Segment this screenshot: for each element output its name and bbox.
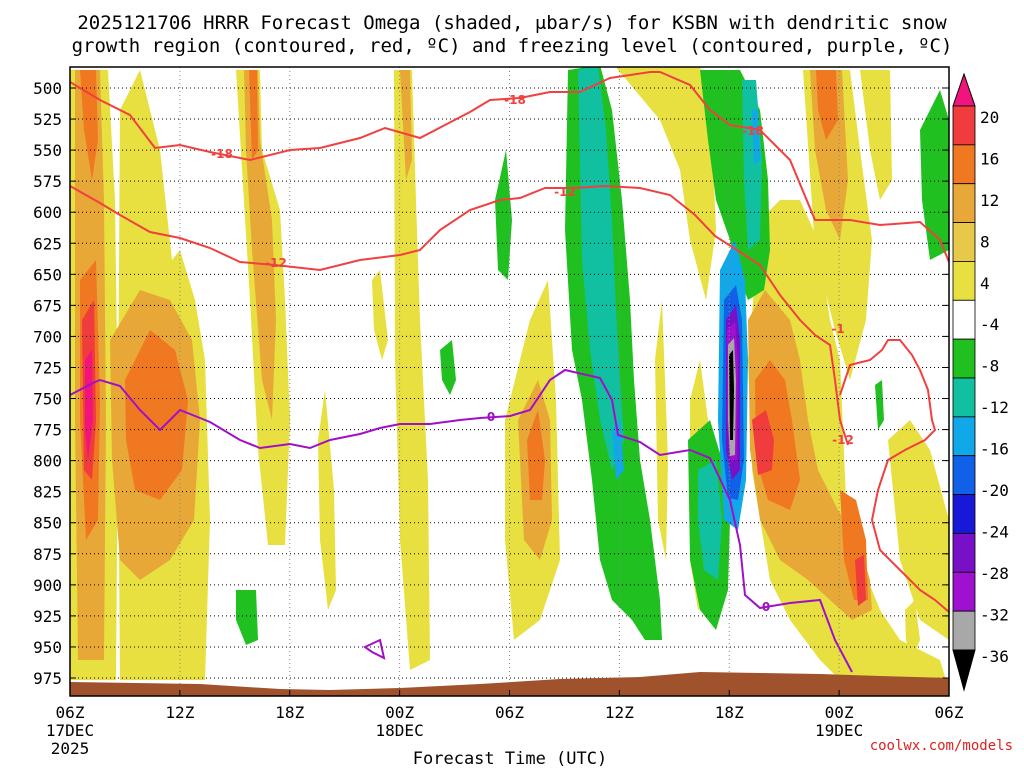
- y-tick-label: 925: [33, 607, 62, 626]
- x-tick-label: 06Z: [935, 703, 964, 722]
- colorbar-swatch: [952, 222, 976, 262]
- omega-shading-beyond-scale-sinking: [729, 350, 734, 440]
- y-tick-label: 975: [33, 669, 62, 688]
- contour-label-minus1: -1: [831, 322, 844, 336]
- y-tick-label: 800: [33, 452, 62, 471]
- y-tick-label: 775: [33, 421, 62, 440]
- colorbar-swatch: [952, 183, 976, 223]
- x-tick-label: 12Z: [165, 703, 194, 722]
- y-tick-label: 900: [33, 576, 62, 595]
- minus18-contour: [70, 71, 949, 263]
- colorbar-label: -32: [980, 605, 1009, 624]
- chart-title-line2: growth region (contoured, red, ºC) and f…: [72, 35, 953, 57]
- contour-label-minus18-a: -18: [504, 93, 526, 107]
- contour-label-zero-b: 0: [762, 600, 770, 614]
- colorbar-label: -12: [980, 398, 1009, 417]
- colorbar-swatch: [952, 533, 976, 573]
- plot-area: -18 -18 -18 -12 -12 -12 -1 0 0: [70, 67, 949, 696]
- y-tick-label: 850: [33, 514, 62, 533]
- y-tick-label: 700: [33, 327, 62, 346]
- x-tick-label: 18Z: [715, 703, 744, 722]
- time-gridlines: [179, 67, 840, 696]
- contour-label-minus18-c: -18: [211, 147, 233, 161]
- y-tick-label: 825: [33, 483, 62, 502]
- contour-label-minus12-c: -12: [832, 433, 854, 447]
- x-tick-year: 2025: [51, 739, 90, 758]
- colorbar-label: -36: [980, 647, 1009, 666]
- dendritic-growth-contours: [70, 71, 949, 613]
- pressure-gridlines: [70, 87, 949, 679]
- colorbar-label: 4: [980, 274, 990, 293]
- contour-label-minus12-a: -12: [554, 185, 576, 199]
- contour-label-minus12-b: -12: [265, 256, 287, 270]
- colorbar-bottom-arrow: [952, 649, 976, 692]
- x-tick-date: 19DEC: [815, 721, 863, 740]
- pressure-axis: 500 525 550 575 600 625 650 675 700 725 750 775 800 8…: [33, 79, 949, 688]
- colorbar-swatch: [952, 299, 976, 340]
- x-tick-date: 17DEC: [46, 721, 94, 740]
- colorbar-swatch: [952, 571, 976, 612]
- colorbar-swatch: [952, 416, 976, 457]
- colorbar-swatch: [952, 144, 976, 185]
- omega-shading-max-rising: [85, 350, 93, 460]
- x-tick-label: 00Z: [825, 703, 854, 722]
- colorbar-label: 8: [980, 232, 990, 251]
- chart-title-line1: 2025121706 HRRR Forecast Omega (shaded, …: [77, 12, 947, 34]
- y-tick-label: 550: [33, 141, 62, 160]
- colorbar-swatch: [952, 377, 976, 418]
- y-tick-label: 625: [33, 234, 62, 253]
- contour-label-minus18-b: -18: [742, 124, 764, 138]
- credit-text: coolwx.com/models: [870, 738, 1013, 754]
- y-tick-label: 950: [33, 638, 62, 657]
- minus12-contour: [70, 184, 849, 446]
- y-tick-label: 525: [33, 110, 62, 129]
- y-tick-label: 875: [33, 545, 62, 564]
- colorbar-label: -24: [980, 522, 1009, 541]
- colorbar-label: -8: [980, 357, 999, 376]
- x-axis-label: Forecast Time (UTC): [413, 749, 607, 768]
- y-tick-label: 725: [33, 358, 62, 377]
- colorbar-label: 20: [980, 108, 999, 127]
- x-tick-label: 18Z: [275, 703, 304, 722]
- colorbar-top-arrow: [952, 72, 976, 107]
- x-tick-label: 06Z: [495, 703, 524, 722]
- freezing-level-contour: [70, 368, 853, 673]
- minus12-contour-east: [839, 339, 949, 613]
- x-tick-label: 00Z: [385, 703, 414, 722]
- colorbar-swatch: [952, 261, 976, 301]
- y-tick-label: 675: [33, 296, 62, 315]
- colorbar-label: -16: [980, 440, 1009, 459]
- x-tick-date: 18DEC: [376, 721, 424, 740]
- colorbar-swatch: [952, 455, 976, 495]
- colorbar-label: 12: [980, 191, 999, 210]
- colorbar-swatch: [952, 494, 976, 534]
- y-tick-label: 750: [33, 390, 62, 409]
- contour-label-zero-a: 0: [487, 410, 495, 424]
- y-tick-label: 600: [33, 203, 62, 222]
- colorbar-label: -28: [980, 564, 1009, 583]
- omega-colorbar: 20 16 12 8 4 -4 -8 -12 -16 -20 -24 -28 -32 -36: [952, 72, 1009, 692]
- colorbar-label: -20: [980, 481, 1009, 500]
- colorbar-label: -4: [980, 315, 999, 334]
- x-tick-label: 12Z: [605, 703, 634, 722]
- y-tick-label: 500: [33, 79, 62, 98]
- colorbar-swatch: [952, 338, 976, 379]
- colorbar-swatch: [952, 610, 976, 651]
- colorbar-swatch: [952, 105, 976, 146]
- x-tick-label: 06Z: [56, 703, 85, 722]
- colorbar-label: 16: [980, 149, 999, 168]
- omega-shading-strong-rising: [80, 70, 868, 600]
- y-tick-label: 650: [33, 265, 62, 284]
- y-tick-label: 575: [33, 172, 62, 191]
- contour-labels: -18 -18 -18 -12 -12 -12 -1 0 0: [211, 93, 854, 614]
